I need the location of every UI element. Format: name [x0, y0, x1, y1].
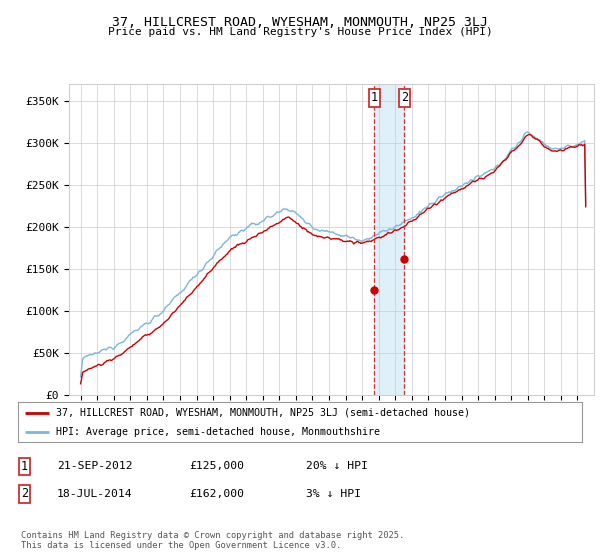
Text: HPI: Average price, semi-detached house, Monmouthshire: HPI: Average price, semi-detached house,…	[56, 427, 380, 437]
Text: 37, HILLCREST ROAD, WYESHAM, MONMOUTH, NP25 3LJ (semi-detached house): 37, HILLCREST ROAD, WYESHAM, MONMOUTH, N…	[56, 408, 470, 418]
Text: 20% ↓ HPI: 20% ↓ HPI	[306, 461, 368, 472]
Text: 2: 2	[21, 487, 28, 501]
Text: 3% ↓ HPI: 3% ↓ HPI	[306, 489, 361, 499]
Text: Contains HM Land Registry data © Crown copyright and database right 2025.
This d: Contains HM Land Registry data © Crown c…	[21, 531, 404, 550]
Text: 1: 1	[371, 91, 378, 105]
Text: 1: 1	[21, 460, 28, 473]
Text: 18-JUL-2014: 18-JUL-2014	[57, 489, 133, 499]
Text: 21-SEP-2012: 21-SEP-2012	[57, 461, 133, 472]
Text: 2: 2	[401, 91, 408, 105]
Text: £162,000: £162,000	[189, 489, 244, 499]
Text: 37, HILLCREST ROAD, WYESHAM, MONMOUTH, NP25 3LJ: 37, HILLCREST ROAD, WYESHAM, MONMOUTH, N…	[112, 16, 488, 29]
Text: Price paid vs. HM Land Registry's House Price Index (HPI): Price paid vs. HM Land Registry's House …	[107, 27, 493, 37]
Text: £125,000: £125,000	[189, 461, 244, 472]
Bar	[374, 84, 404, 395]
